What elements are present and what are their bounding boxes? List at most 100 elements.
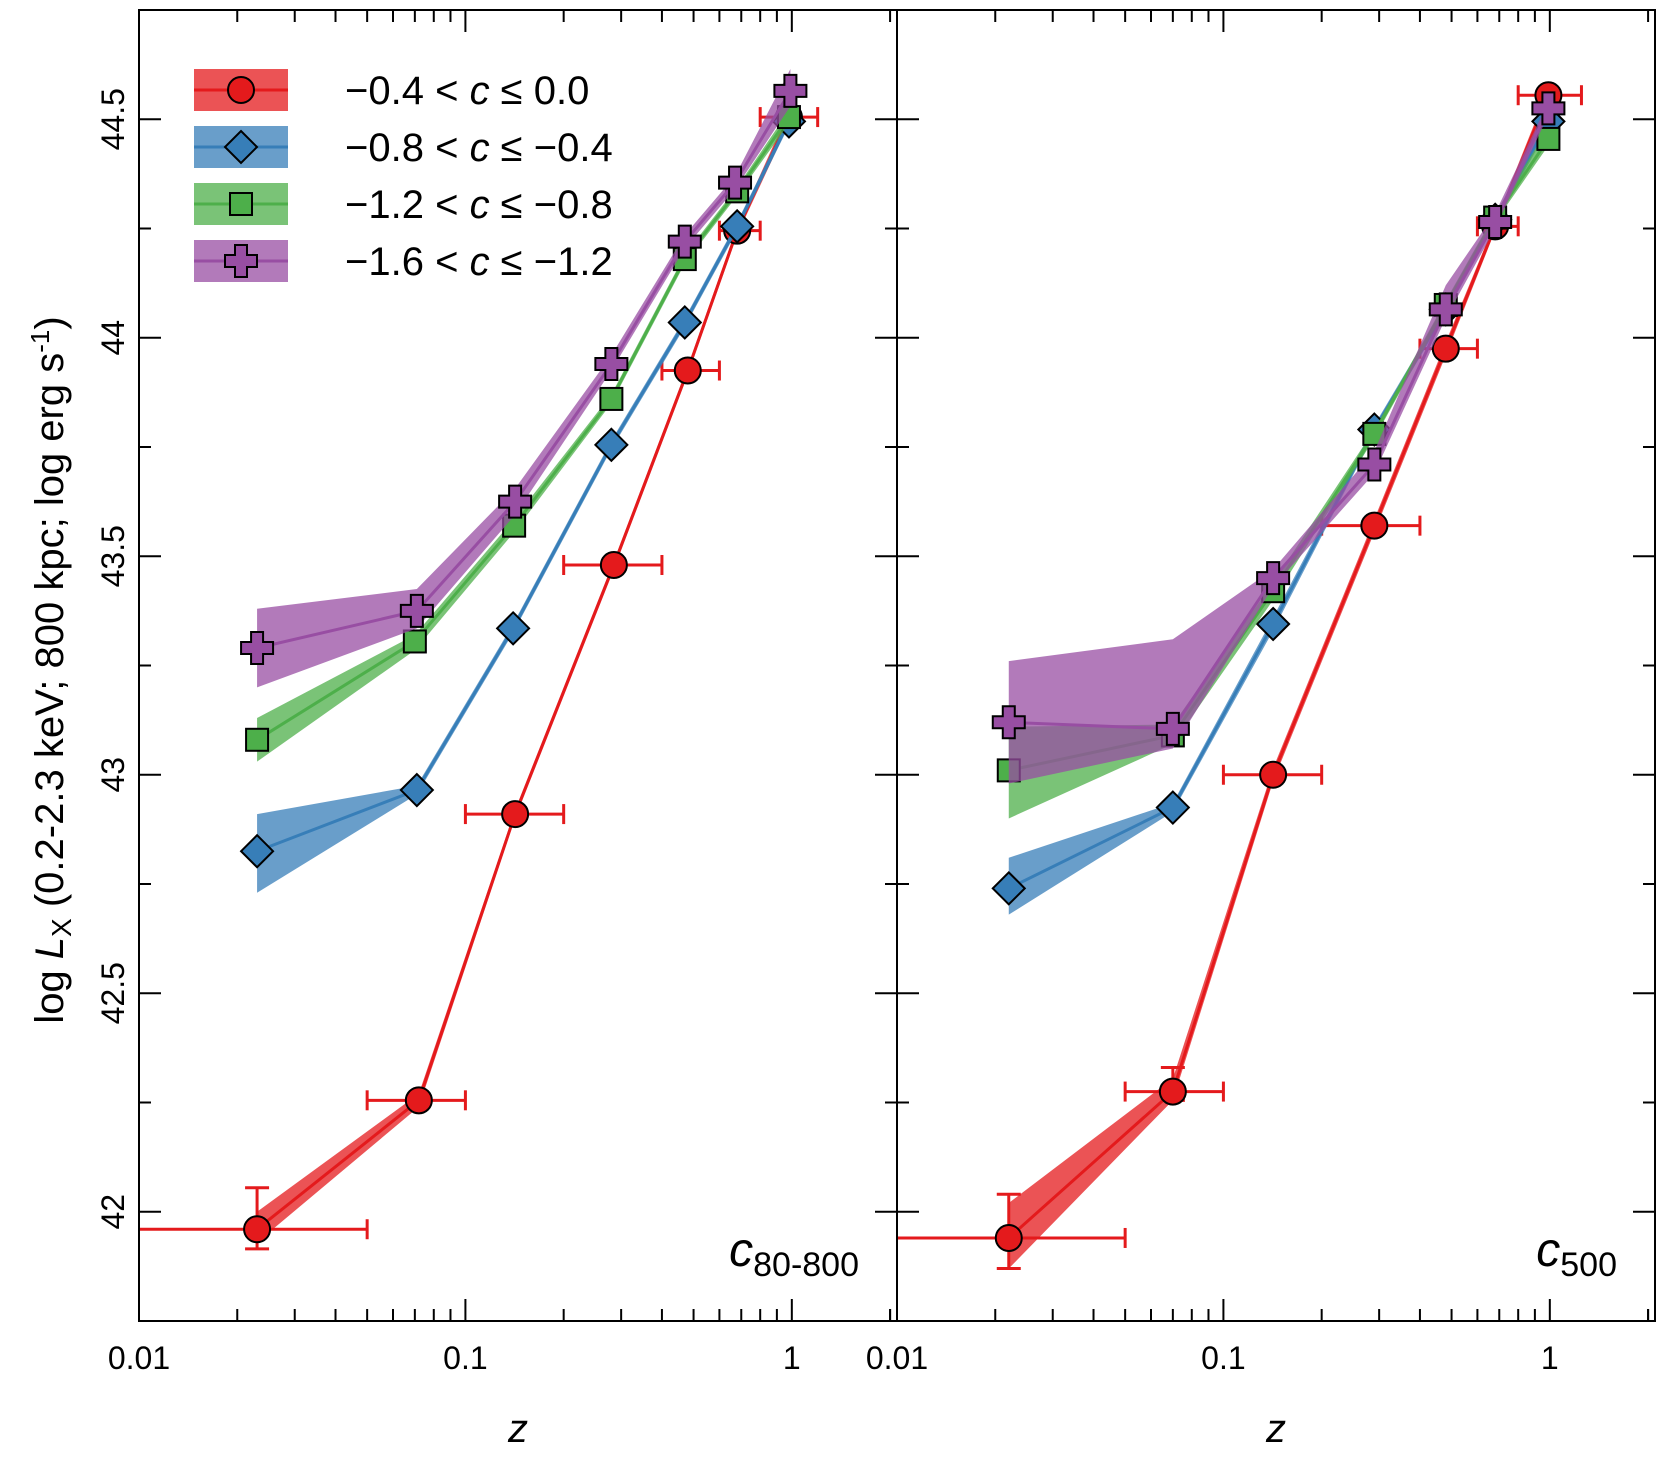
- y-title-subscript: X: [46, 918, 77, 937]
- series-purple: [991, 91, 1566, 784]
- legend-label-post: ≤ −0.8: [490, 183, 613, 227]
- point-red: [1431, 334, 1460, 363]
- point-blue: [495, 610, 531, 646]
- legend-label-post: ≤ −1.2: [490, 240, 613, 284]
- legend-label-pre: −0.4 <: [345, 69, 470, 113]
- x-tick-label-0-01: 0.01: [108, 1340, 170, 1376]
- x-tick-label-0-1: 0.1: [443, 1340, 487, 1376]
- point-blue: [1155, 790, 1191, 825]
- point-red: [599, 550, 628, 579]
- legend-label-c: c: [470, 69, 490, 113]
- legend: −0.4 < c ≤ 0.0 −0.8 < c ≤ −0.4 −1.2 < c ≤ …: [194, 69, 613, 284]
- y-tick-label-42: 42: [95, 1194, 131, 1230]
- point-green: [245, 727, 270, 752]
- x-axis-title: z: [1265, 1407, 1286, 1451]
- y-title-text: (0.2-2.3 keV; 800 kpc; log erg s: [28, 353, 72, 919]
- panel-label: c500: [1536, 1224, 1617, 1284]
- x-tick-label-0-1: 0.1: [1201, 1340, 1245, 1376]
- legend-item-green: −1.2 < c ≤ −0.8: [194, 183, 613, 227]
- legend-label-pre: −0.8 <: [345, 126, 470, 170]
- point-blue: [667, 305, 703, 340]
- x-tick-label-1: 1: [783, 1340, 801, 1376]
- point-red: [673, 356, 702, 385]
- band-blue: [257, 117, 789, 893]
- band-purple: [1008, 101, 1549, 784]
- legend-marker-green: [229, 192, 253, 216]
- legend-marker-purple: [224, 244, 258, 278]
- point-purple: [594, 346, 629, 381]
- x-tick-label-0-01: 0.01: [866, 1340, 928, 1376]
- point-blue: [719, 208, 755, 244]
- legend-label-c: c: [470, 183, 490, 227]
- legend-label-red: −0.4 < c ≤ 0.0: [345, 69, 589, 113]
- y-tick-label-43-5: 43.5: [95, 525, 131, 587]
- panel-label-subscript: 500: [1560, 1246, 1617, 1284]
- point-purple: [1428, 292, 1463, 327]
- point-blue: [399, 772, 435, 808]
- legend-label-post: ≤ −0.4: [490, 126, 613, 170]
- series-purple: [240, 68, 808, 688]
- point-purple: [1155, 711, 1190, 746]
- panel-label-symbol: c: [729, 1224, 753, 1277]
- panel-label-symbol: c: [1536, 1224, 1560, 1277]
- legend-marker-red: [227, 76, 255, 104]
- point-blue: [239, 833, 275, 869]
- point-red: [1360, 511, 1389, 540]
- point-purple: [667, 224, 702, 259]
- point-purple: [773, 73, 808, 108]
- point-purple: [498, 484, 533, 519]
- point-blue: [1255, 606, 1291, 642]
- y-axis-title: log LX (0.2-2.3 keV; 800 kpc; log erg s-…: [25, 316, 77, 1023]
- legend-marker-blue: [223, 129, 259, 165]
- point-red: [1259, 760, 1288, 789]
- legend-item-purple: −1.6 < c ≤ −1.2: [194, 240, 613, 284]
- point-purple: [991, 705, 1026, 740]
- point-green: [599, 386, 624, 411]
- y-tick-label-44: 44: [95, 320, 131, 356]
- point-red: [1158, 1077, 1187, 1106]
- y-tick-label-42-5: 42.5: [95, 962, 131, 1024]
- point-green: [1536, 126, 1561, 151]
- legend-label-c: c: [470, 240, 490, 284]
- legend-label-c: c: [470, 126, 490, 170]
- y-title-symbol: L: [28, 937, 72, 959]
- point-purple: [1357, 447, 1392, 482]
- point-red: [501, 800, 530, 829]
- series-blue: [239, 104, 807, 893]
- point-purple: [1256, 561, 1291, 596]
- point-purple: [399, 593, 434, 628]
- point-blue: [991, 870, 1027, 906]
- panel-label-subscript: 80-800: [753, 1246, 859, 1284]
- legend-label-post: ≤ 0.0: [490, 69, 590, 113]
- band-green: [257, 110, 789, 762]
- point-blue: [593, 427, 629, 463]
- legend-item-red: −0.4 < c ≤ 0.0: [194, 69, 589, 113]
- panel-label: c80-800: [729, 1224, 859, 1284]
- y-tick-label-44-5: 44.5: [95, 88, 131, 150]
- point-red: [404, 1086, 433, 1115]
- x-axis-title: z: [507, 1407, 528, 1451]
- legend-label-green: −1.2 < c ≤ −0.8: [345, 183, 613, 227]
- panel-c500: 0.01 0.1 1 z c500: [866, 9, 1656, 1451]
- point-green: [402, 629, 427, 654]
- x-tick-label-1: 1: [1541, 1340, 1559, 1376]
- point-purple: [718, 165, 753, 200]
- legend-label-blue: −0.8 < c ≤ −0.4: [345, 126, 613, 170]
- band-purple: [257, 68, 791, 688]
- legend-label-purple: −1.6 < c ≤ −1.2: [345, 240, 613, 284]
- y-title-text: log: [28, 959, 72, 1024]
- y-title-superscript: -1: [25, 330, 55, 353]
- y-tick-label-43: 43: [95, 757, 131, 793]
- legend-label-pre: −1.6 <: [345, 240, 470, 284]
- legend-item-blue: −0.8 < c ≤ −0.4: [194, 126, 613, 170]
- legend-label-pre: −1.2 <: [345, 183, 470, 227]
- series-red: [897, 81, 1583, 1271]
- point-purple: [1531, 91, 1566, 126]
- y-title-text: ): [28, 316, 72, 329]
- point-red: [243, 1215, 272, 1244]
- point-red: [994, 1223, 1023, 1252]
- band-blue: [1008, 114, 1549, 915]
